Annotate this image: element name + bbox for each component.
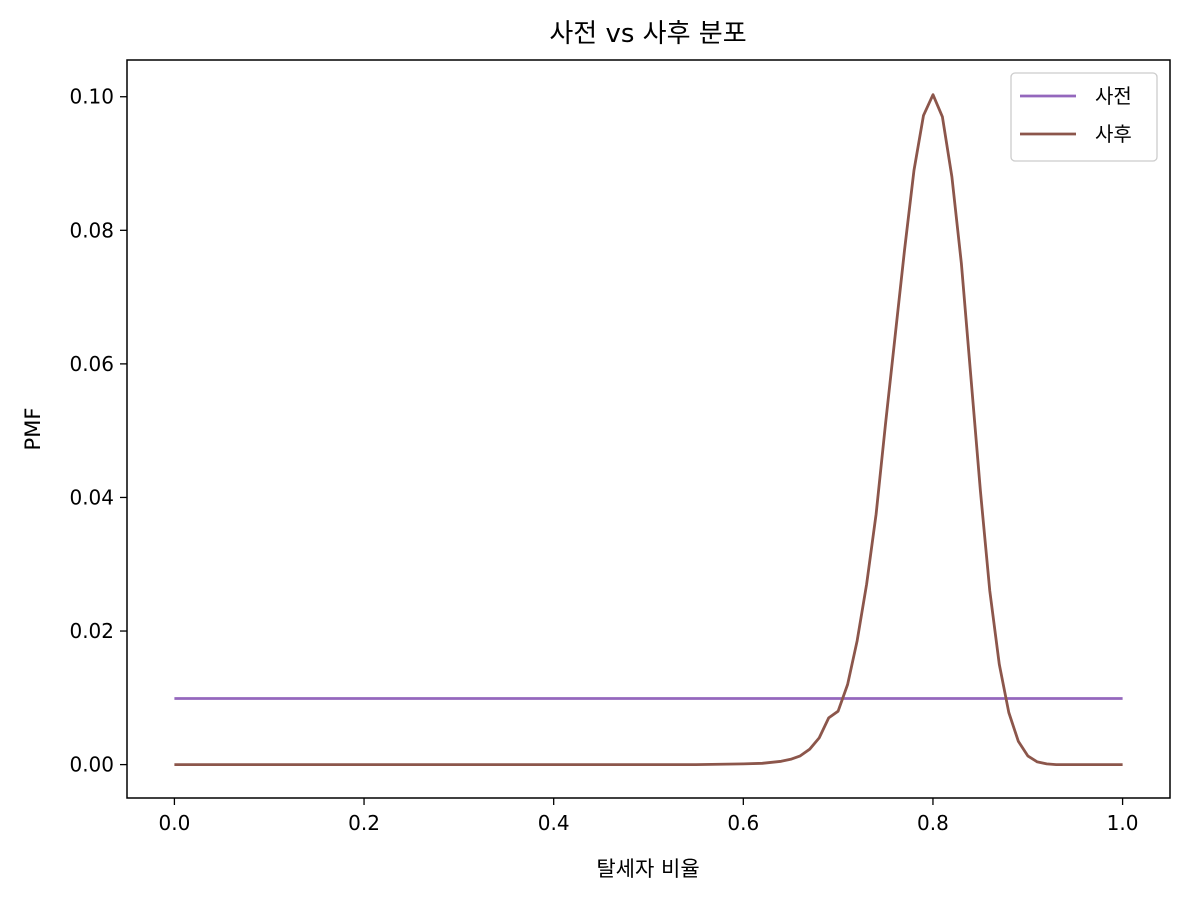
y-tick-label: 0.02: [69, 619, 114, 643]
x-tick-label: 1.0: [1107, 811, 1139, 835]
axis-ticks: 0.0 0.2 0.4 0.6 0.8 1.0 0.00 0.02 0.04 0.06 0.08 0.…: [69, 85, 1138, 835]
x-tick-label: 0.4: [538, 811, 570, 835]
plot-area: [174, 93, 1123, 766]
x-tick-label: 0.6: [727, 811, 759, 835]
y-tick-label: 0.06: [69, 352, 114, 376]
x-tick-label: 0.2: [348, 811, 380, 835]
legend-label: 사전: [1095, 84, 1132, 108]
y-tick-label: 0.08: [69, 218, 114, 242]
y-tick-label: 0.00: [69, 753, 114, 777]
y-tick-label: 0.04: [69, 485, 114, 509]
series-line-1: [174, 93, 1123, 766]
x-tick-label: 0.0: [159, 811, 191, 835]
legend-box: [1010, 72, 1158, 162]
legend-label: 사후: [1095, 122, 1132, 146]
plot-frame: [126, 59, 1171, 799]
x-axis-label: 탈세자 비율: [596, 857, 699, 881]
y-axis-label: PMF: [21, 408, 45, 451]
chart-title: 사전 vs 사후 분포: [549, 19, 746, 49]
y-tick-label: 0.10: [69, 85, 114, 109]
x-tick-label: 0.8: [917, 811, 949, 835]
